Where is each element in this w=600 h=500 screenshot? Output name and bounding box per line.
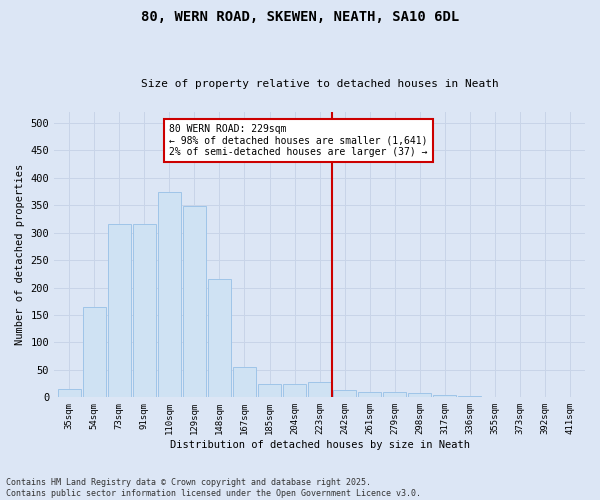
Bar [433,395,456,398]
Bar [83,307,106,398]
Text: 80, WERN ROAD, SKEWEN, NEATH, SA10 6DL: 80, WERN ROAD, SKEWEN, NEATH, SA10 6DL [141,10,459,24]
X-axis label: Distribution of detached houses by size in Neath: Distribution of detached houses by size … [170,440,470,450]
Bar [108,224,131,398]
Bar [408,394,431,398]
Bar [533,397,556,398]
Bar [158,192,181,398]
Bar [233,367,256,398]
Bar [133,224,156,398]
Bar [383,392,406,398]
Bar [484,397,506,398]
Bar [258,384,281,398]
Text: 80 WERN ROAD: 229sqm
← 98% of detached houses are smaller (1,641)
2% of semi-det: 80 WERN ROAD: 229sqm ← 98% of detached h… [169,124,428,158]
Bar [333,390,356,398]
Bar [358,392,381,398]
Bar [458,396,481,398]
Bar [283,384,306,398]
Bar [183,206,206,398]
Text: Contains HM Land Registry data © Crown copyright and database right 2025.
Contai: Contains HM Land Registry data © Crown c… [6,478,421,498]
Bar [308,382,331,398]
Bar [58,389,81,398]
Title: Size of property relative to detached houses in Neath: Size of property relative to detached ho… [141,79,499,89]
Bar [208,280,231,398]
Y-axis label: Number of detached properties: Number of detached properties [15,164,25,346]
